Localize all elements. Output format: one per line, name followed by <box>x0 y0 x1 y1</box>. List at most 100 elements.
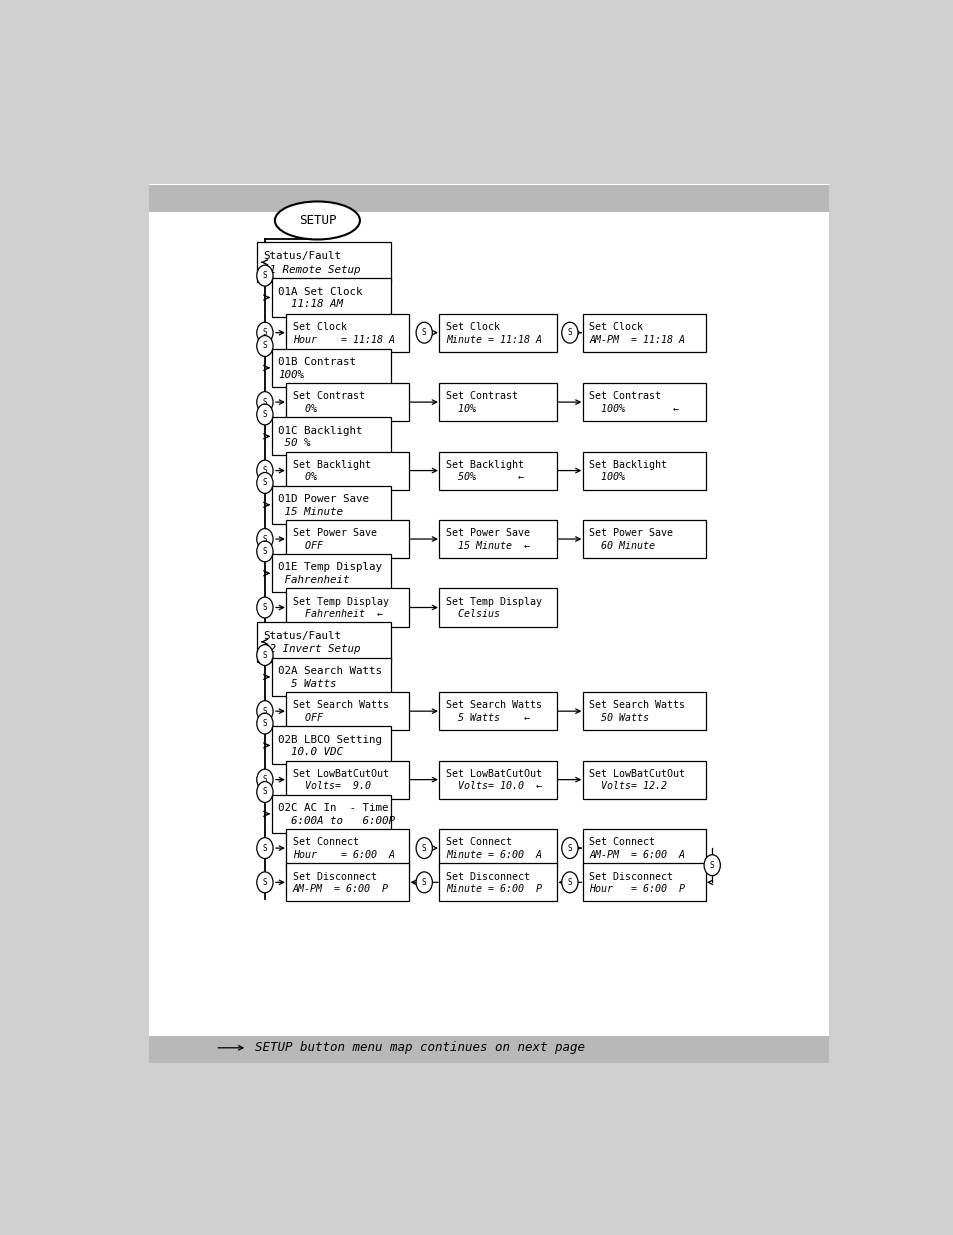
Circle shape <box>256 529 273 550</box>
Text: S: S <box>421 844 426 852</box>
Text: S: S <box>262 272 267 280</box>
FancyBboxPatch shape <box>582 761 705 799</box>
Circle shape <box>416 837 432 858</box>
FancyBboxPatch shape <box>582 829 705 867</box>
Text: S: S <box>262 466 267 475</box>
FancyBboxPatch shape <box>439 589 557 626</box>
Circle shape <box>256 769 273 790</box>
Text: S: S <box>709 861 714 869</box>
Text: Celsius: Celsius <box>446 609 499 620</box>
Circle shape <box>256 404 273 425</box>
Text: 02C AC In  - Time: 02C AC In - Time <box>278 803 388 813</box>
Circle shape <box>256 713 273 734</box>
FancyBboxPatch shape <box>439 314 557 352</box>
FancyBboxPatch shape <box>272 726 391 764</box>
Text: 01A Set Clock: 01A Set Clock <box>278 287 362 296</box>
Text: Set LowBatCutOut: Set LowBatCutOut <box>589 769 685 779</box>
Text: 100%: 100% <box>589 473 625 483</box>
FancyBboxPatch shape <box>149 1036 828 1063</box>
FancyBboxPatch shape <box>286 520 409 558</box>
FancyBboxPatch shape <box>439 761 557 799</box>
Text: 50 %: 50 % <box>278 438 311 448</box>
Text: AM-PM  = 6:00  P: AM-PM = 6:00 P <box>293 884 389 894</box>
Text: Volts= 12.2: Volts= 12.2 <box>589 782 667 792</box>
Text: Set LowBatCutOut: Set LowBatCutOut <box>293 769 389 779</box>
Text: Set Power Save: Set Power Save <box>589 529 673 538</box>
Text: S: S <box>262 478 267 488</box>
FancyBboxPatch shape <box>286 829 409 867</box>
FancyBboxPatch shape <box>582 383 705 421</box>
Circle shape <box>256 391 273 412</box>
Text: 5 Watts: 5 Watts <box>278 679 336 689</box>
Text: 5 Watts    ←: 5 Watts ← <box>446 713 530 722</box>
Text: Set Clock: Set Clock <box>589 322 643 332</box>
Text: S: S <box>421 329 426 337</box>
Text: 01 Remote Setup: 01 Remote Setup <box>263 264 360 274</box>
Text: AM-PM  = 11:18 A: AM-PM = 11:18 A <box>589 335 685 345</box>
FancyBboxPatch shape <box>439 863 557 902</box>
FancyBboxPatch shape <box>582 863 705 902</box>
FancyBboxPatch shape <box>582 692 705 730</box>
Text: 01E Temp Display: 01E Temp Display <box>278 562 382 573</box>
Text: Set Backlight: Set Backlight <box>293 459 371 469</box>
FancyBboxPatch shape <box>256 242 391 283</box>
Text: 10.0 VDC: 10.0 VDC <box>278 747 343 757</box>
Text: Set Temp Display: Set Temp Display <box>293 597 389 606</box>
Text: Volts=  9.0: Volts= 9.0 <box>293 782 371 792</box>
Text: S: S <box>262 776 267 784</box>
Text: S: S <box>262 603 267 613</box>
Text: Set Search Watts: Set Search Watts <box>293 700 389 710</box>
Text: Fahrenheit: Fahrenheit <box>278 576 350 585</box>
Text: Minute = 11:18 A: Minute = 11:18 A <box>446 335 541 345</box>
Circle shape <box>256 645 273 666</box>
Text: Set Contrast: Set Contrast <box>589 391 660 401</box>
FancyBboxPatch shape <box>439 383 557 421</box>
Text: SETUP: SETUP <box>298 214 335 227</box>
Text: 10%: 10% <box>446 404 476 414</box>
FancyBboxPatch shape <box>272 658 391 697</box>
FancyBboxPatch shape <box>439 520 557 558</box>
Circle shape <box>256 700 273 721</box>
Circle shape <box>256 322 273 343</box>
Text: Set Backlight: Set Backlight <box>589 459 667 469</box>
Text: S: S <box>262 410 267 419</box>
FancyBboxPatch shape <box>272 795 391 832</box>
Text: Status/Fault: Status/Fault <box>263 251 341 261</box>
Text: Set Contrast: Set Contrast <box>446 391 517 401</box>
Text: Volts= 10.0  ←: Volts= 10.0 ← <box>446 782 541 792</box>
Text: Set Power Save: Set Power Save <box>446 529 530 538</box>
FancyBboxPatch shape <box>286 452 409 489</box>
FancyBboxPatch shape <box>439 829 557 867</box>
Text: SETUP button menu map continues on next page: SETUP button menu map continues on next … <box>254 1041 584 1055</box>
FancyBboxPatch shape <box>272 278 391 316</box>
Circle shape <box>561 837 578 858</box>
FancyBboxPatch shape <box>286 692 409 730</box>
Text: S: S <box>262 398 267 406</box>
Text: 50 Watts: 50 Watts <box>589 713 649 722</box>
Circle shape <box>416 872 432 893</box>
Text: Set Disconnect: Set Disconnect <box>293 872 376 882</box>
Text: Set Power Save: Set Power Save <box>293 529 376 538</box>
FancyBboxPatch shape <box>149 184 828 1063</box>
Text: S: S <box>262 788 267 797</box>
Circle shape <box>703 855 720 876</box>
FancyBboxPatch shape <box>286 589 409 626</box>
Text: S: S <box>567 844 572 852</box>
Text: 0%: 0% <box>293 473 316 483</box>
FancyBboxPatch shape <box>582 452 705 489</box>
Text: Set Clock: Set Clock <box>293 322 347 332</box>
Text: 60 Minute: 60 Minute <box>589 541 655 551</box>
FancyBboxPatch shape <box>256 621 391 662</box>
Text: Minute = 6:00  P: Minute = 6:00 P <box>446 884 541 894</box>
Text: Hour   = 6:00  P: Hour = 6:00 P <box>589 884 685 894</box>
FancyBboxPatch shape <box>439 452 557 489</box>
Text: Set Contrast: Set Contrast <box>293 391 365 401</box>
Text: Set Clock: Set Clock <box>446 322 499 332</box>
Text: S: S <box>262 878 267 887</box>
Circle shape <box>561 872 578 893</box>
Text: OFF: OFF <box>293 713 323 722</box>
Circle shape <box>561 322 578 343</box>
Text: 100%: 100% <box>278 369 304 379</box>
Circle shape <box>256 473 273 494</box>
Circle shape <box>256 461 273 482</box>
